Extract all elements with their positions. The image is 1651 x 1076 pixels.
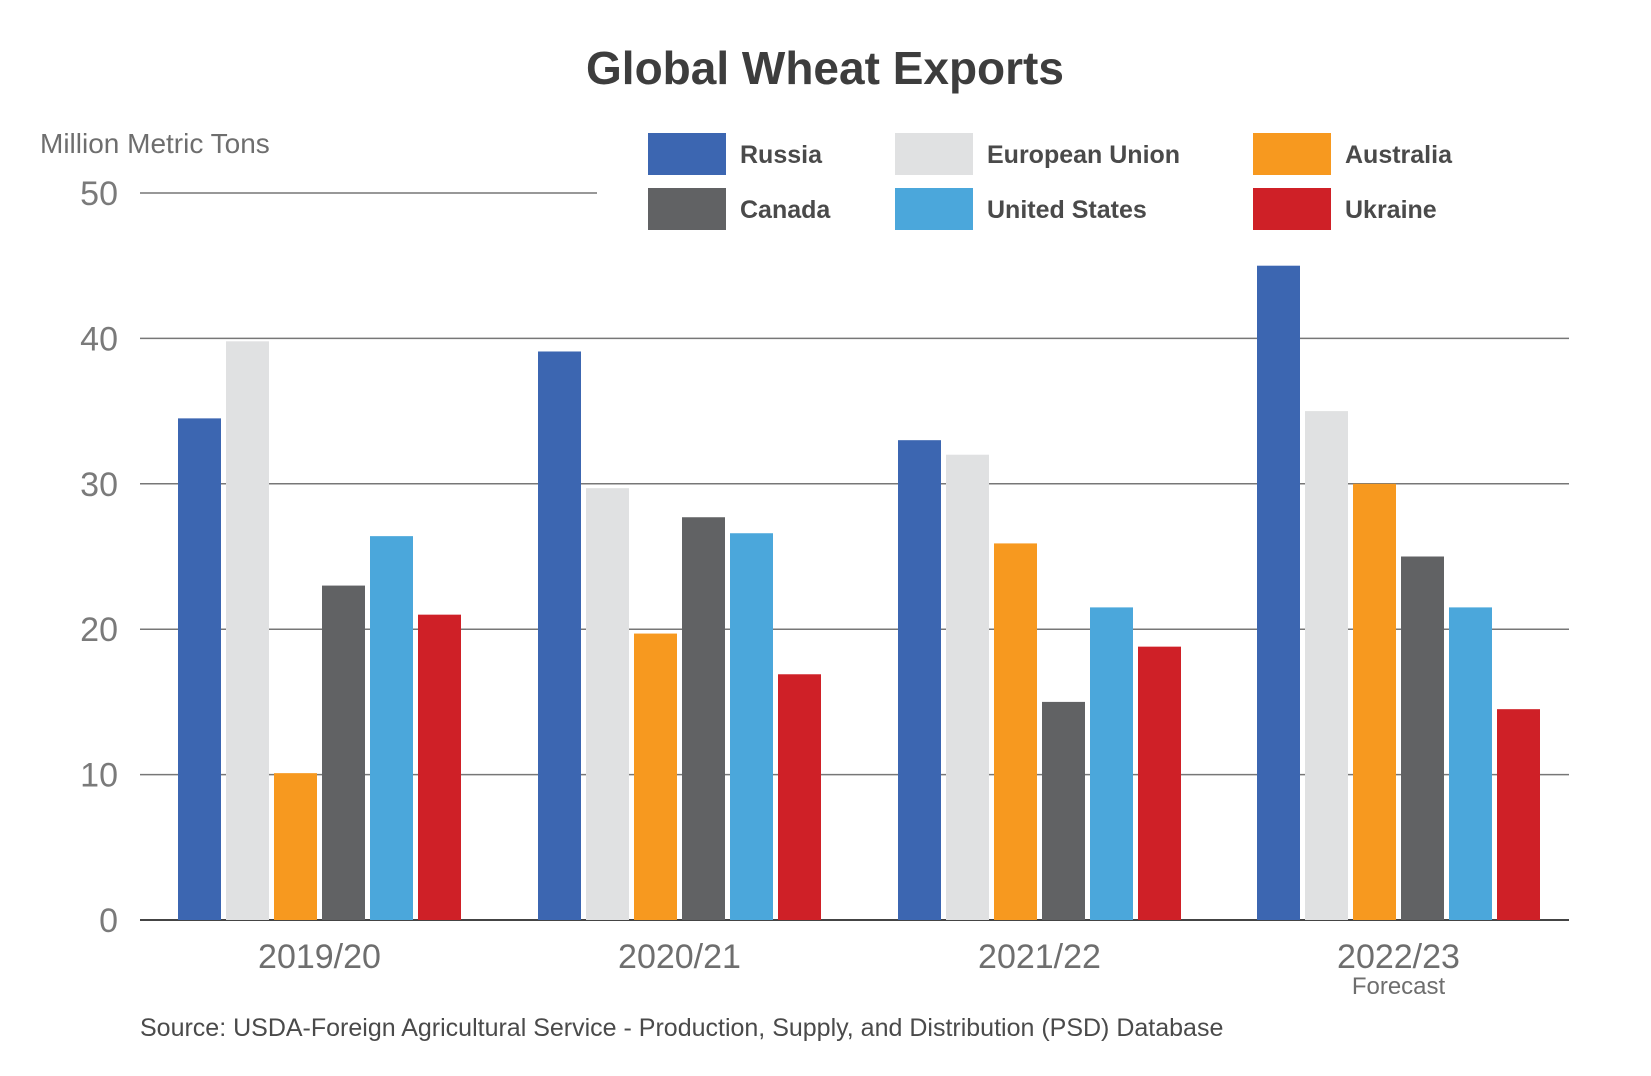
bar-european-union-1 [586, 488, 629, 920]
bar-united-states-0 [370, 536, 413, 920]
y-tick-label: 50 [80, 175, 118, 213]
legend-label: Russia [740, 141, 823, 169]
bar-canada-1 [682, 517, 725, 920]
legend-label: United States [987, 196, 1147, 224]
legend-label: Ukraine [1345, 196, 1437, 224]
legend-swatch-united-states [895, 188, 973, 230]
bar-ukraine-0 [418, 614, 461, 920]
bar-russia-2 [898, 440, 941, 920]
bar-united-states-1 [730, 533, 773, 920]
y-axis-ticks: 0 10 20 30 40 50 [80, 175, 118, 940]
bar-australia-3 [1353, 483, 1396, 920]
y-axis-label: Million Metric Tons [40, 128, 270, 159]
legend-swatch-canada [648, 188, 726, 230]
bar-european-union-0 [226, 341, 269, 921]
chart-title: Global Wheat Exports [586, 42, 1064, 94]
x-tick-label: 2019/20 [258, 938, 381, 976]
legend-label: Canada [740, 196, 831, 224]
bar-ukraine-1 [778, 674, 821, 920]
legend-swatch-russia [648, 133, 726, 175]
bar-united-states-2 [1090, 607, 1133, 920]
x-tick-note: Forecast [1352, 973, 1446, 1000]
bars [178, 265, 1540, 921]
bar-european-union-3 [1305, 411, 1348, 920]
legend: Russia European Union Australia Canada Unite… [648, 133, 1453, 230]
bar-australia-2 [994, 543, 1037, 920]
x-tick-label: 2022/23 [1337, 938, 1460, 976]
bar-russia-3 [1257, 265, 1300, 920]
y-tick-label: 20 [80, 611, 118, 649]
legend-swatch-ukraine [1253, 188, 1331, 230]
bar-canada-0 [322, 585, 365, 920]
bar-australia-1 [634, 633, 677, 920]
bar-canada-2 [1042, 701, 1085, 920]
bar-russia-0 [178, 418, 221, 920]
legend-label: European Union [987, 141, 1180, 169]
y-tick-label: 40 [80, 320, 118, 358]
x-tick-label: 2020/21 [618, 938, 741, 976]
y-tick-label: 0 [99, 902, 118, 940]
bar-united-states-3 [1449, 607, 1492, 920]
legend-label: Australia [1345, 141, 1453, 169]
bar-australia-0 [274, 773, 317, 920]
legend-swatch-australia [1253, 133, 1331, 175]
bar-ukraine-3 [1497, 709, 1540, 920]
bar-canada-3 [1401, 556, 1444, 920]
x-tick-label: 2021/22 [978, 938, 1101, 976]
source-note: Source: USDA-Foreign Agricultural Servic… [140, 1014, 1223, 1042]
bar-ukraine-2 [1138, 646, 1181, 920]
y-tick-label: 30 [80, 466, 118, 504]
legend-swatch-european-union [895, 133, 973, 175]
bar-european-union-2 [946, 454, 989, 920]
y-tick-label: 10 [80, 757, 118, 795]
bar-russia-1 [538, 351, 581, 921]
